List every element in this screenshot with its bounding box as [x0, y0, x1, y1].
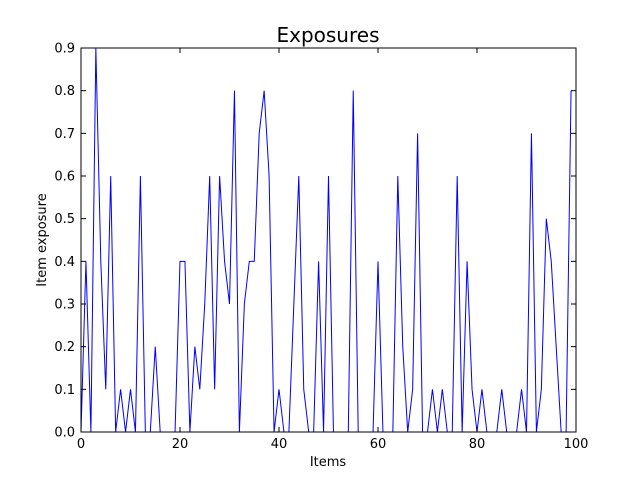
y-tick-label: 0.6: [54, 170, 75, 185]
x-tick-label: 80: [469, 437, 486, 452]
x-axis-label: Items: [310, 455, 347, 470]
y-tick-label: 0.8: [54, 84, 75, 99]
y-tick-label: 0.0: [54, 426, 75, 441]
x-tick-label: 40: [271, 437, 288, 452]
chart-title: Exposures: [276, 23, 379, 47]
y-tick-label: 0.9: [54, 42, 75, 57]
y-axis-label: Item exposure: [35, 193, 50, 286]
plot-layer: 0 20 40 60 80 100 0.0 0.1 0.2 0.3 0.4 0.5 0.6 0.7 0.8 0…: [54, 42, 588, 453]
y-tick-label: 0.1: [54, 383, 75, 398]
y-tick-label: 0.7: [54, 127, 75, 142]
x-tick-label: 20: [172, 437, 189, 452]
y-tick-label: 0.3: [54, 298, 75, 313]
x-tick-label: 0: [77, 437, 85, 452]
y-tick-label: 0.2: [54, 340, 75, 355]
x-tick-label: 60: [370, 437, 387, 452]
y-tick-label: 0.5: [54, 212, 75, 227]
plot-frame: [80, 47, 577, 433]
y-tick-label: 0.4: [54, 255, 75, 270]
x-tick-label: 100: [564, 437, 589, 452]
